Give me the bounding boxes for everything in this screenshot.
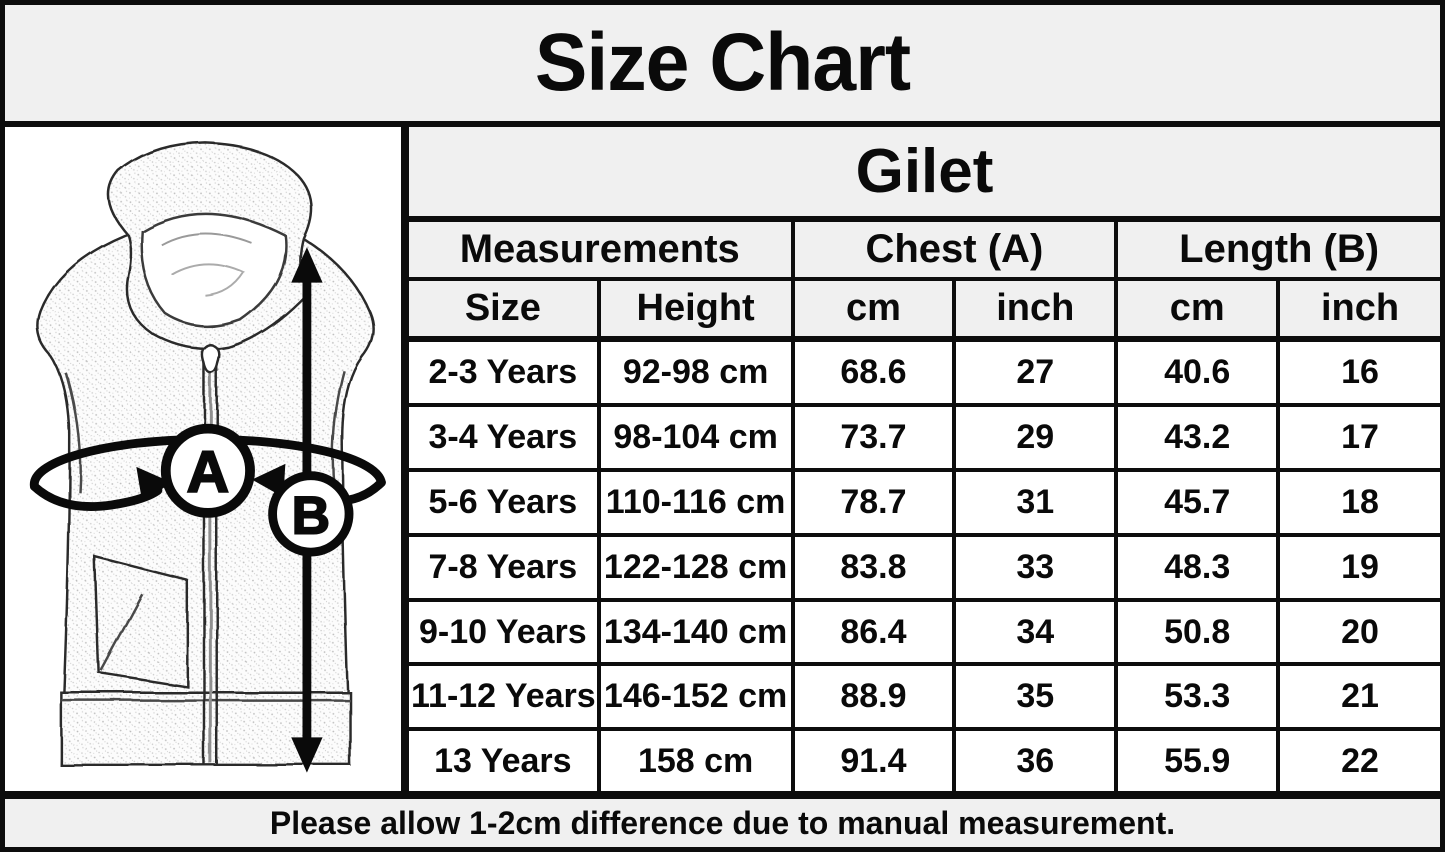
cell-length-inch: 17 bbox=[1276, 403, 1440, 473]
length-label-b: B bbox=[268, 471, 354, 557]
zipper bbox=[201, 344, 221, 765]
table-row: 11-12 Years 146-152 cm 88.9 35 53.3 21 bbox=[409, 662, 1440, 732]
table-row: 5-6 Years 110-116 cm 78.7 31 45.7 18 bbox=[409, 468, 1440, 537]
group-header-chest: Chest (A) bbox=[790, 217, 1119, 281]
cell-length-cm: 40.6 bbox=[1114, 336, 1281, 408]
footer-band: Please allow 1-2cm difference due to man… bbox=[5, 791, 1440, 847]
table-row: 9-10 Years 134-140 cm 86.4 34 50.8 20 bbox=[409, 597, 1440, 667]
cell-height: 158 cm bbox=[596, 727, 795, 791]
zipper-pull bbox=[201, 344, 221, 374]
cell-chest-inch: 34 bbox=[952, 597, 1119, 667]
cell-size: 11-12 Years bbox=[409, 662, 601, 732]
cell-chest-cm: 73.7 bbox=[790, 403, 957, 473]
footer-note: Please allow 1-2cm difference due to man… bbox=[269, 804, 1176, 841]
chest-arrowhead-left bbox=[136, 466, 172, 503]
cell-size: 2-3 Years bbox=[409, 336, 601, 408]
cell-height: 146-152 cm bbox=[596, 662, 795, 732]
cell-length-inch: 18 bbox=[1276, 468, 1440, 537]
cell-chest-cm: 88.9 bbox=[790, 662, 957, 732]
col-header-size: Size bbox=[409, 277, 601, 342]
main-area: A B bbox=[5, 127, 1440, 791]
chest-letter: A bbox=[187, 440, 229, 505]
col-header-length-inch: inch bbox=[1276, 277, 1440, 342]
cell-chest-inch: 27 bbox=[952, 336, 1119, 408]
group-header-measurements: Measurements bbox=[409, 217, 795, 281]
cell-length-cm: 50.8 bbox=[1114, 597, 1281, 667]
col-header-chest-cm: cm bbox=[790, 277, 957, 342]
product-header-row: Gilet bbox=[409, 127, 1440, 222]
gilet-diagram: A B bbox=[29, 141, 386, 773]
col-header-chest-inch: inch bbox=[952, 277, 1119, 342]
sub-header-row: Size Height cm inch cm inch bbox=[409, 277, 1440, 342]
chest-label-a: A bbox=[160, 423, 255, 518]
gilet-pocket bbox=[93, 555, 189, 688]
cell-length-inch: 19 bbox=[1276, 532, 1440, 602]
product-name: Gilet bbox=[409, 127, 1440, 222]
table-row: 3-4 Years 98-104 cm 73.7 29 43.2 17 bbox=[409, 403, 1440, 473]
cell-chest-cm: 91.4 bbox=[790, 727, 957, 791]
cell-chest-inch: 33 bbox=[952, 532, 1119, 602]
cell-length-cm: 55.9 bbox=[1114, 727, 1281, 791]
cell-size: 3-4 Years bbox=[409, 403, 601, 473]
group-header-length: Length (B) bbox=[1114, 217, 1440, 281]
table-row: 2-3 Years 92-98 cm 68.6 27 40.6 16 bbox=[409, 336, 1440, 408]
cell-chest-cm: 83.8 bbox=[790, 532, 957, 602]
cell-height: 110-116 cm bbox=[596, 468, 795, 537]
cell-size: 5-6 Years bbox=[409, 468, 601, 537]
cell-length-cm: 43.2 bbox=[1114, 403, 1281, 473]
cell-height: 122-128 cm bbox=[596, 532, 795, 602]
title-band: Size Chart bbox=[5, 5, 1440, 127]
cell-size: 13 Years bbox=[409, 727, 601, 791]
col-header-height: Height bbox=[596, 277, 795, 342]
cell-length-cm: 48.3 bbox=[1114, 532, 1281, 602]
size-table: Gilet Measurements Chest (A) Length (B) … bbox=[409, 127, 1440, 791]
page-title: Size Chart bbox=[534, 17, 911, 108]
cell-length-inch: 16 bbox=[1276, 336, 1440, 408]
cell-height: 92-98 cm bbox=[596, 336, 795, 408]
length-letter: B bbox=[292, 486, 330, 545]
cell-chest-inch: 29 bbox=[952, 403, 1119, 473]
cell-length-cm: 45.7 bbox=[1114, 468, 1281, 537]
cell-length-inch: 22 bbox=[1276, 727, 1440, 791]
size-table-wrap: Gilet Measurements Chest (A) Length (B) … bbox=[409, 127, 1440, 791]
cell-chest-inch: 35 bbox=[952, 662, 1119, 732]
cell-length-inch: 21 bbox=[1276, 662, 1440, 732]
garment-illustration: A B bbox=[5, 127, 409, 791]
cell-length-cm: 53.3 bbox=[1114, 662, 1281, 732]
cell-size: 9-10 Years bbox=[409, 597, 601, 667]
cell-length-inch: 20 bbox=[1276, 597, 1440, 667]
cell-height: 134-140 cm bbox=[596, 597, 795, 667]
cell-chest-cm: 86.4 bbox=[790, 597, 957, 667]
cell-chest-inch: 36 bbox=[952, 727, 1119, 791]
col-header-length-cm: cm bbox=[1114, 277, 1281, 342]
table-row: 13 Years 158 cm 91.4 36 55.9 22 bbox=[409, 727, 1440, 791]
group-header-row: Measurements Chest (A) Length (B) bbox=[409, 217, 1440, 281]
cell-size: 7-8 Years bbox=[409, 532, 601, 602]
cell-chest-cm: 78.7 bbox=[790, 468, 957, 537]
cell-height: 98-104 cm bbox=[596, 403, 795, 473]
table-row: 7-8 Years 122-128 cm 83.8 33 48.3 19 bbox=[409, 532, 1440, 602]
gilet-sketch bbox=[36, 141, 375, 767]
cell-chest-cm: 68.6 bbox=[790, 336, 957, 408]
cell-chest-inch: 31 bbox=[952, 468, 1119, 537]
gilet-hem bbox=[59, 691, 352, 767]
